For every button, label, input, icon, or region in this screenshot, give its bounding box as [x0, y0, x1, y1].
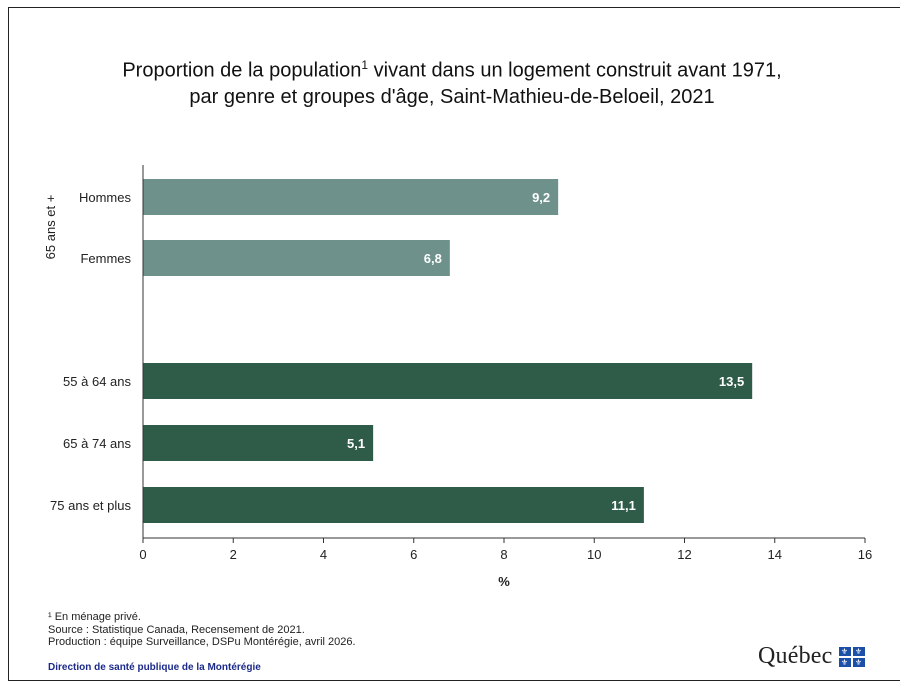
category-label: 75 ans et plus: [50, 498, 131, 513]
category-label: Hommes: [79, 190, 132, 205]
chart-frame: [8, 7, 900, 681]
footnote: ¹ En ménage privé.: [48, 611, 141, 623]
x-tick-label: 10: [587, 547, 601, 562]
department-name: Direction de santé publique de la Montér…: [48, 662, 261, 673]
category-label: 65 à 74 ans: [63, 436, 131, 451]
quebec-logo: Québec ⚜ ⚜ ⚜ ⚜: [758, 643, 865, 670]
fleur-de-lis-flag-icon: ⚜ ⚜ ⚜ ⚜: [838, 646, 865, 667]
group-label: 65 ans et +: [43, 195, 58, 260]
bar: [143, 240, 450, 276]
production-note: Production : équipe Surveillance, DSPu M…: [48, 636, 356, 648]
x-tick-label: 8: [500, 547, 507, 562]
category-label: 55 à 64 ans: [63, 374, 131, 389]
bar: [143, 363, 753, 399]
x-tick-label: 6: [410, 547, 417, 562]
source-note: Source : Statistique Canada, Recensement…: [48, 623, 305, 636]
x-tick-label: 2: [230, 547, 237, 562]
data-label: 5,1: [347, 436, 365, 451]
data-label: 13,5: [719, 374, 744, 389]
logo-text: Québec: [758, 643, 833, 669]
x-axis-label: %: [498, 574, 510, 589]
bar: [143, 425, 374, 461]
x-tick-label: 12: [677, 547, 691, 562]
x-tick-label: 0: [139, 547, 146, 562]
footnotes: ¹ En ménage privé. Source : Statistique …: [48, 611, 356, 649]
x-tick-label: 14: [768, 547, 782, 562]
data-label: 11,1: [611, 498, 636, 513]
x-tick-label: 4: [320, 547, 327, 562]
data-label: 6,8: [424, 251, 442, 266]
bar: [143, 487, 644, 523]
chart-title: Proportion de la population1 vivant dans…: [122, 58, 782, 108]
category-label: Femmes: [80, 251, 131, 266]
data-label: 9,2: [532, 190, 550, 205]
x-tick-label: 16: [858, 547, 872, 562]
bar: [143, 179, 559, 215]
